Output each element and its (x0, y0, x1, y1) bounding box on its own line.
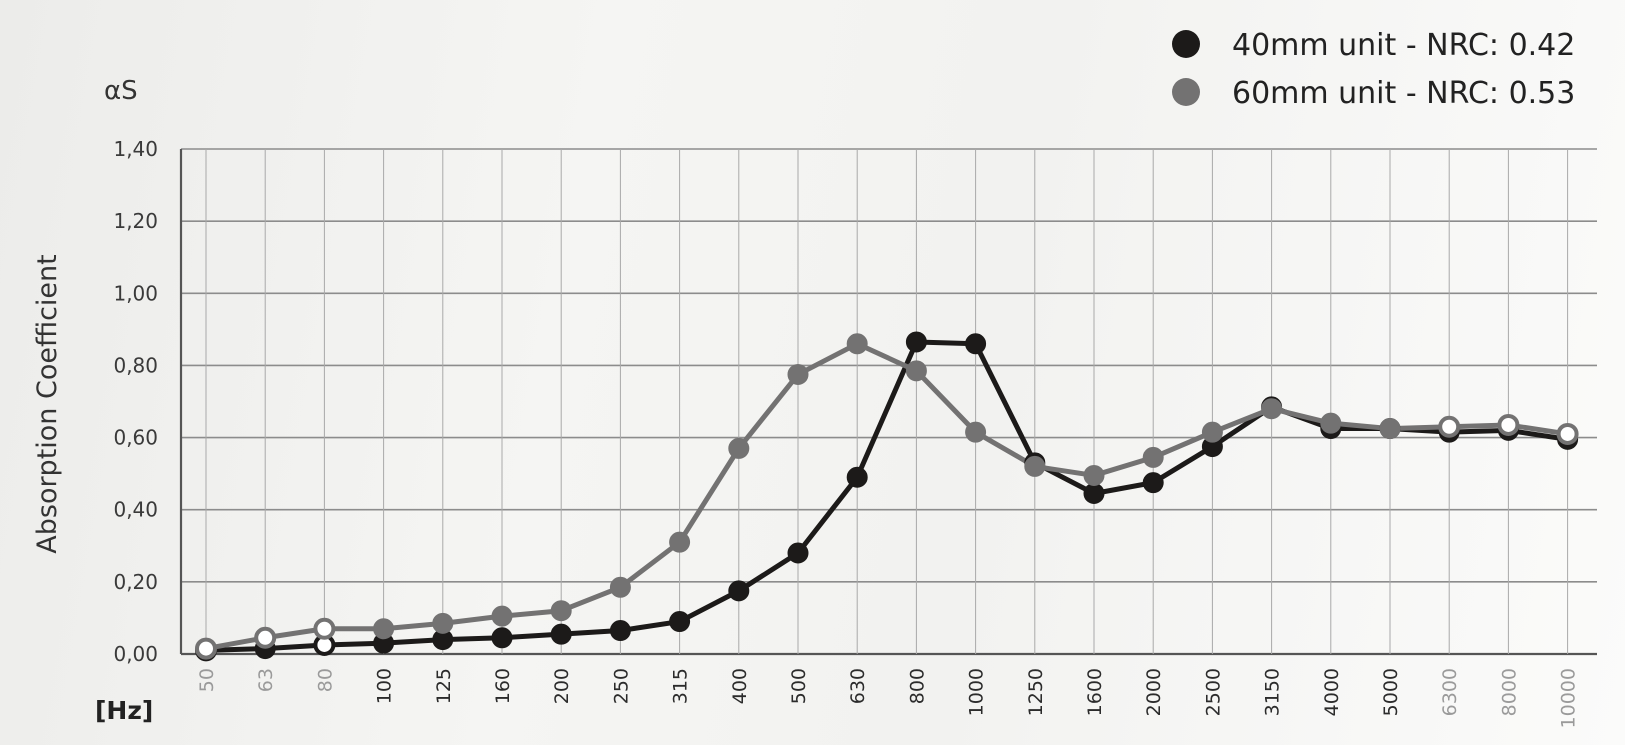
x-tick-500: 500 (788, 668, 810, 704)
point-60mm-6300 (1438, 415, 1461, 438)
point-60mm-400 (728, 437, 750, 459)
point-60mm-4000 (1320, 412, 1342, 434)
unit-label: αS (104, 76, 138, 106)
point-60mm-1000 (965, 421, 987, 443)
x-tick-10000: 10000 (1558, 668, 1580, 728)
point-40mm-250 (609, 620, 631, 642)
point-60mm-160 (491, 605, 513, 627)
point-60mm-10000 (1556, 422, 1579, 445)
x-tick-1600: 1600 (1084, 668, 1106, 716)
point-60mm-315 (669, 531, 691, 553)
x-tick-8000: 8000 (1498, 668, 1520, 716)
x-tick-630: 630 (847, 668, 869, 704)
x-tick-100: 100 (374, 668, 396, 704)
point-60mm-100 (373, 618, 395, 640)
point-40mm-2000 (1142, 472, 1164, 494)
grid (179, 148, 1597, 656)
legend: 40mm unit - NRC: 0.42 60mm unit - NRC: 0… (1172, 28, 1575, 111)
x-tick-63: 63 (255, 668, 277, 692)
x-tick-400: 400 (729, 668, 751, 704)
x-tick-160: 160 (492, 668, 514, 704)
legend-label-40mm: 40mm unit - NRC: 0.42 (1232, 28, 1575, 63)
point-60mm-80 (313, 617, 336, 640)
series-layer (195, 331, 1579, 662)
point-60mm-630 (846, 333, 868, 355)
x-tick-4000: 4000 (1321, 668, 1343, 716)
point-40mm-315 (669, 611, 691, 633)
x-tick-3150: 3150 (1262, 668, 1284, 716)
x-tick-250: 250 (610, 668, 632, 704)
point-60mm-250 (609, 576, 631, 598)
legend-marker-60mm (1172, 78, 1200, 106)
point-60mm-2000 (1142, 446, 1164, 468)
point-60mm-2500 (1201, 421, 1223, 443)
point-60mm-3150 (1261, 398, 1283, 420)
y-tick-0-40: 0,40 (113, 498, 158, 522)
point-60mm-1600 (1083, 464, 1105, 486)
point-60mm-5000 (1379, 418, 1401, 440)
y-tick-0-80: 0,80 (113, 353, 158, 377)
x-tick-315: 315 (670, 668, 692, 704)
point-60mm-50 (195, 637, 217, 660)
point-60mm-200 (550, 600, 572, 622)
x-tick-1000: 1000 (966, 668, 988, 716)
point-60mm-8000 (1497, 413, 1520, 436)
legend-marker-40mm (1172, 30, 1200, 58)
legend-label-60mm: 60mm unit - NRC: 0.53 (1232, 76, 1575, 111)
x-tick-2000: 2000 (1143, 668, 1165, 716)
x-axis-unit: [Hz] (95, 696, 153, 725)
y-tick-1-00: 1,00 (113, 281, 158, 305)
point-40mm-1000 (965, 333, 987, 355)
y-tick-1-40: 1,40 (113, 137, 158, 161)
y-tick-0-20: 0,20 (113, 570, 158, 594)
series-line-60mm (203, 341, 1571, 652)
x-tick-2500: 2500 (1202, 668, 1224, 716)
y-axis-label: Absorption Coefficient (32, 254, 63, 553)
point-40mm-200 (550, 623, 572, 645)
point-60mm-800 (905, 360, 927, 382)
x-tick-125: 125 (433, 668, 455, 704)
y-axis-ticks: 0,00 0,20 0,40 0,60 0,80 1,00 1,20 1,40 (113, 137, 158, 666)
series-line-40mm (203, 339, 1571, 653)
x-tick-800: 800 (906, 668, 928, 704)
point-60mm-63 (254, 626, 277, 649)
x-tick-200: 200 (551, 668, 573, 704)
point-40mm-800 (905, 331, 927, 353)
point-40mm-400 (728, 580, 750, 602)
x-tick-50: 50 (196, 668, 218, 692)
point-40mm-630 (846, 466, 868, 488)
x-tick-6300: 6300 (1439, 668, 1461, 716)
point-40mm-1600 (1083, 482, 1105, 504)
x-tick-80: 80 (314, 668, 336, 692)
y-tick-0-60: 0,60 (113, 426, 158, 450)
point-60mm-1250 (1024, 455, 1046, 477)
point-60mm-125 (432, 612, 454, 634)
point-60mm-500 (787, 363, 809, 385)
point-40mm-500 (787, 542, 809, 564)
y-tick-1-20: 1,20 (113, 209, 158, 233)
y-tick-0-00: 0,00 (113, 642, 158, 666)
x-axis-ticks: 50 63 80 100 125 160 200 250 315 400 500 630 800 1000… (196, 668, 1580, 728)
x-tick-5000: 5000 (1380, 668, 1402, 716)
point-40mm-160 (491, 627, 513, 649)
x-tick-1250: 1250 (1025, 668, 1047, 716)
